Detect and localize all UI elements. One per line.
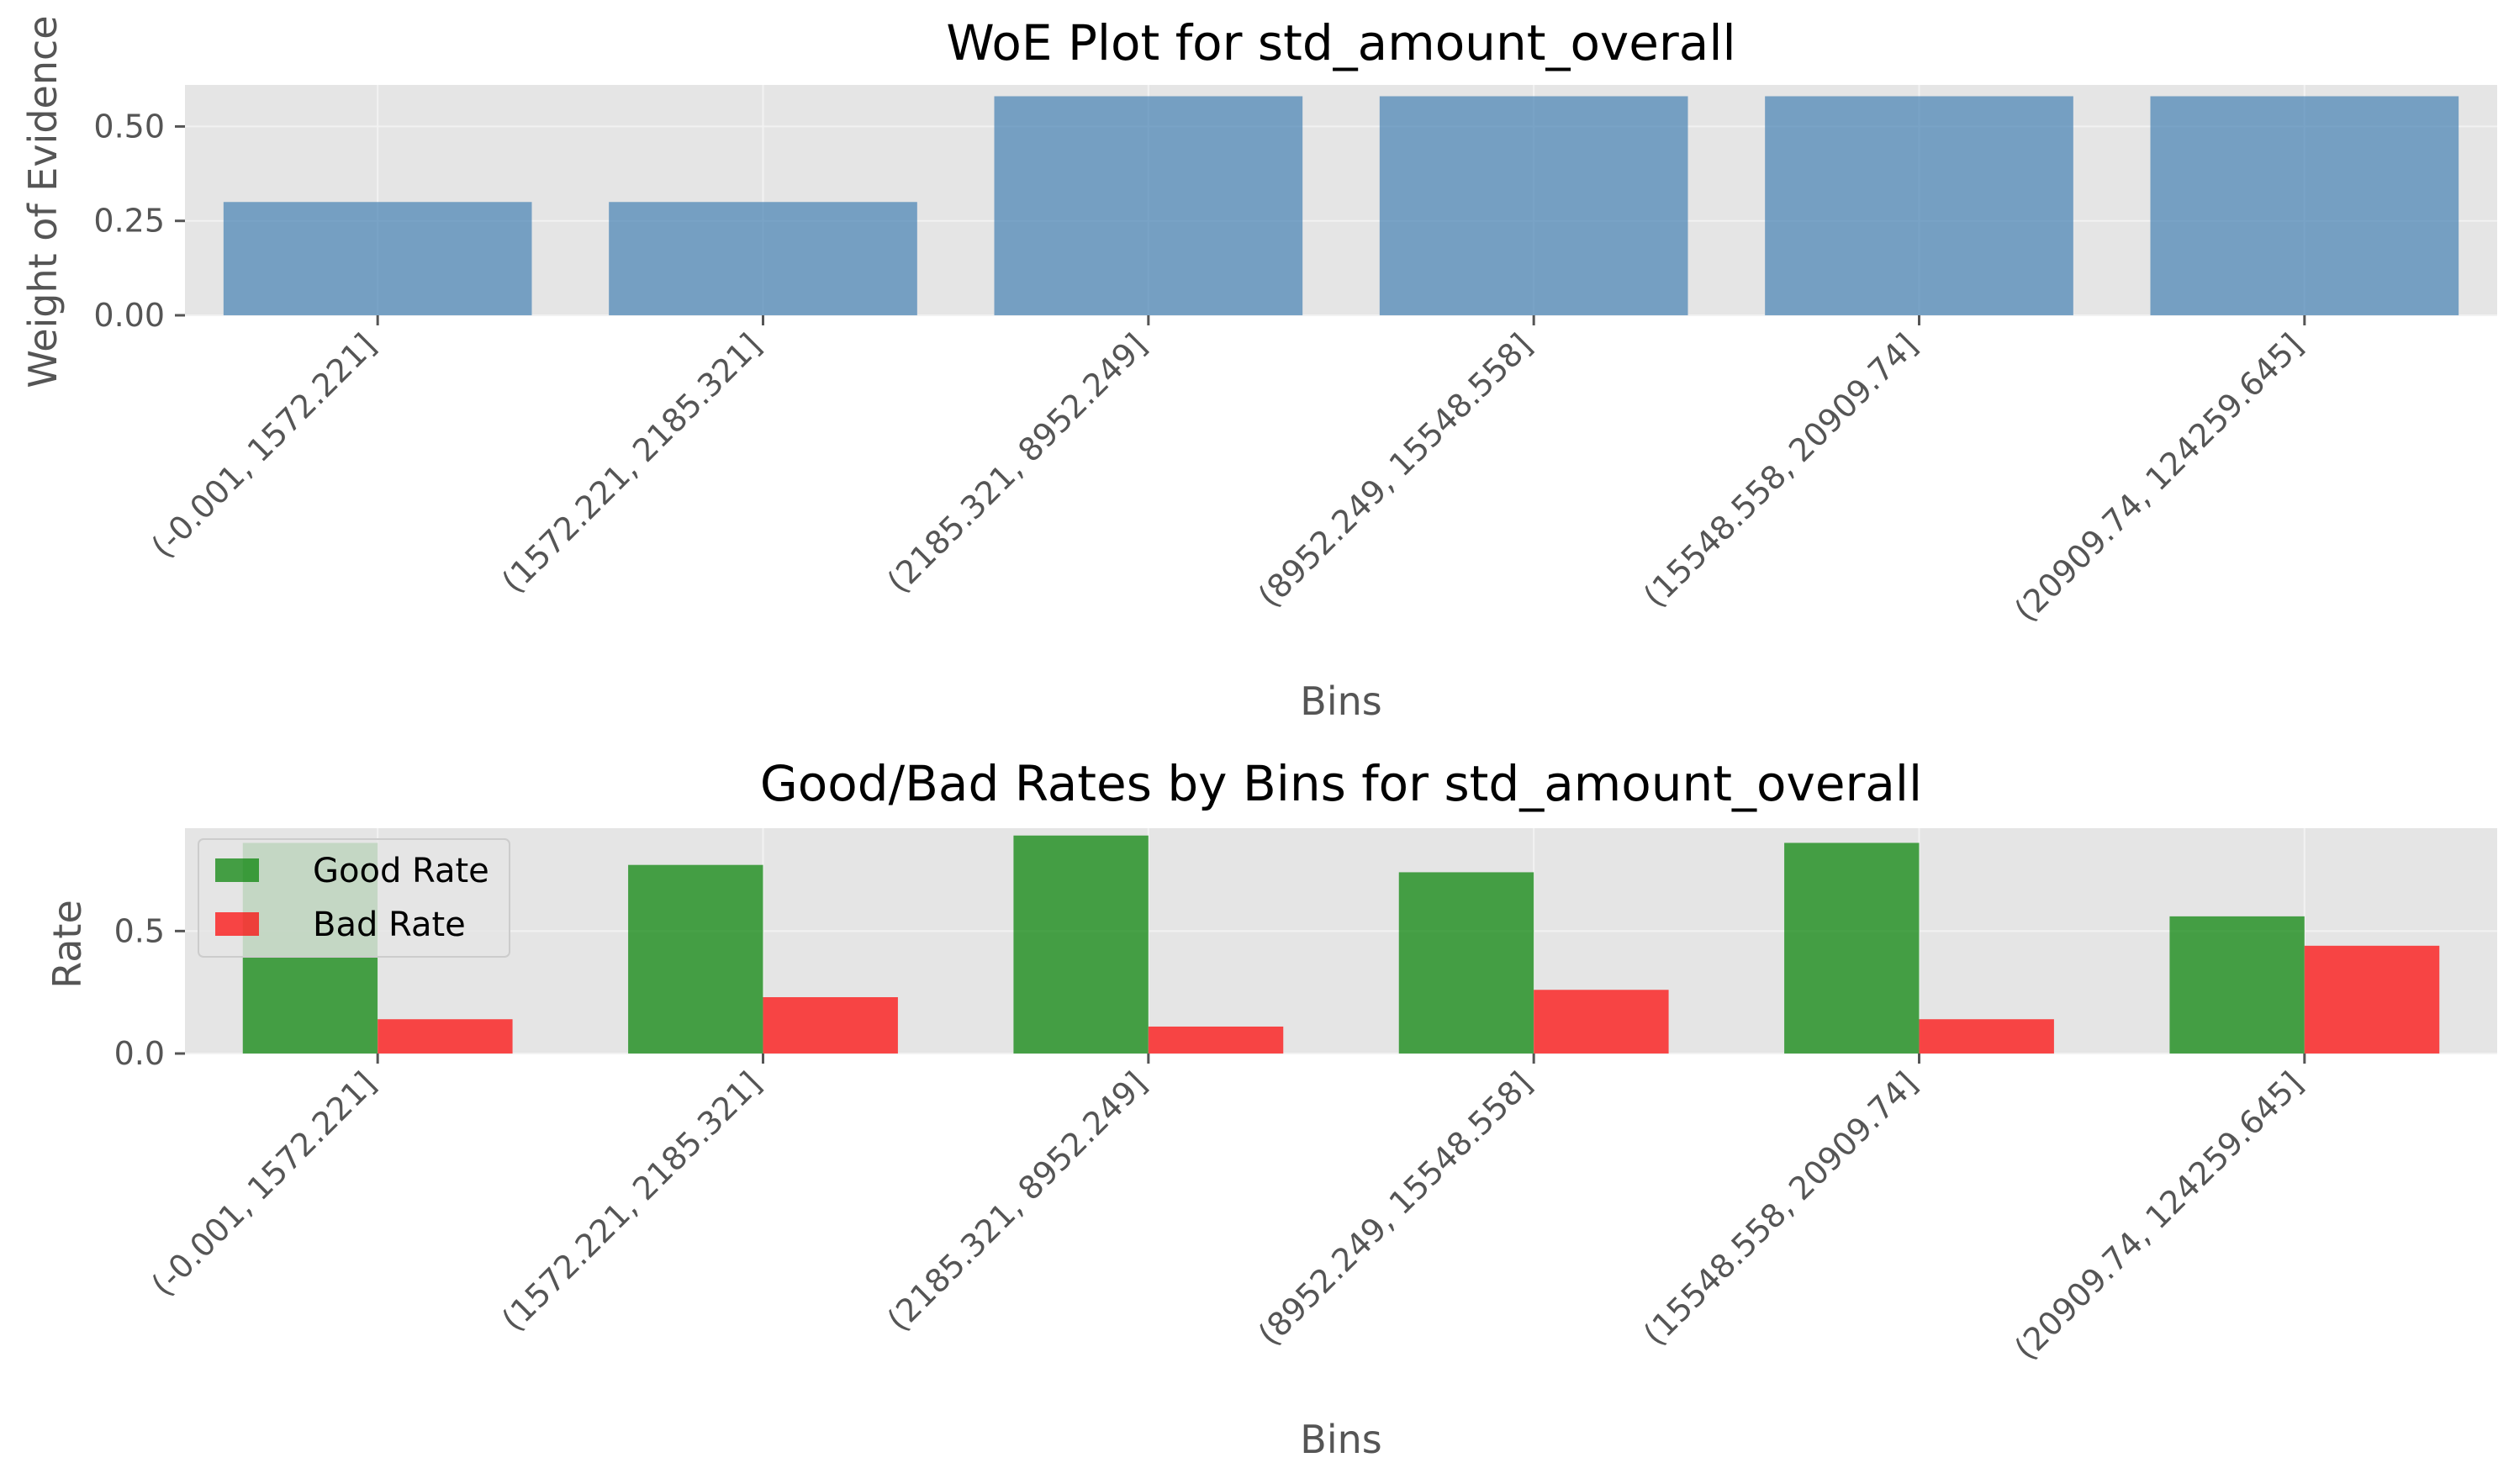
woe-y-axis-label: Weight of Evidence: [20, 15, 66, 388]
rate-chart-title: Good/Bad Rates by Bins for std_amount_ov…: [760, 755, 1922, 812]
bad-rate-bar: [763, 997, 898, 1054]
rate-y-ticks: 0.0 0.5: [114, 912, 185, 1072]
rate-x-axis-label: Bins: [1300, 1417, 1381, 1462]
good-rate-bar: [628, 864, 763, 1054]
rate-y-axis-label: Rate: [45, 900, 90, 988]
legend-label-good-rate: Good Rate: [313, 852, 489, 890]
y-tick-label: 0.50: [93, 108, 165, 145]
woe-x-axis-label: Bins: [1300, 679, 1381, 724]
y-tick-label: 0.00: [93, 297, 165, 334]
legend-label-bad-rate: Bad Rate: [313, 906, 466, 944]
woe-plot-area: [185, 85, 2497, 315]
legend-swatch-bad-rate: [215, 912, 259, 936]
woe-bar: [1379, 96, 1688, 316]
rate-bars: [242, 835, 2440, 1054]
bad-rate-bar: [2304, 945, 2440, 1054]
woe-bar: [994, 96, 1303, 316]
y-tick-label: 0.25: [93, 203, 165, 240]
legend-frame: [198, 838, 510, 958]
good-rate-bar: [2169, 916, 2305, 1054]
bad-rate-bar: [378, 1019, 513, 1054]
good-rate-bar: [1784, 842, 1920, 1054]
woe-bars: [223, 96, 2459, 316]
rate-legend: Good Rate Bad Rate: [198, 838, 510, 958]
woe-bar: [223, 202, 532, 315]
rate-plot-area: [185, 828, 2497, 1054]
woe-bar: [1765, 96, 2073, 316]
good-rate-bar: [1398, 872, 1534, 1054]
woe-chart-title: WoE Plot for std_amount_overall: [946, 14, 1735, 71]
y-tick-label: 0.5: [114, 912, 165, 949]
bad-rate-bar: [1148, 1026, 1284, 1054]
woe-bar: [609, 202, 917, 315]
woe-y-ticks: 0.00 0.25 0.50: [93, 108, 185, 334]
woe-bar: [2150, 96, 2459, 316]
y-tick-label: 0.0: [114, 1035, 165, 1072]
rate-gridlines: [185, 828, 2497, 1054]
bad-rate-bar: [1534, 990, 1669, 1054]
legend-swatch-good-rate: [215, 858, 259, 882]
bad-rate-bar: [1919, 1019, 2054, 1054]
good-rate-bar: [1013, 835, 1149, 1054]
